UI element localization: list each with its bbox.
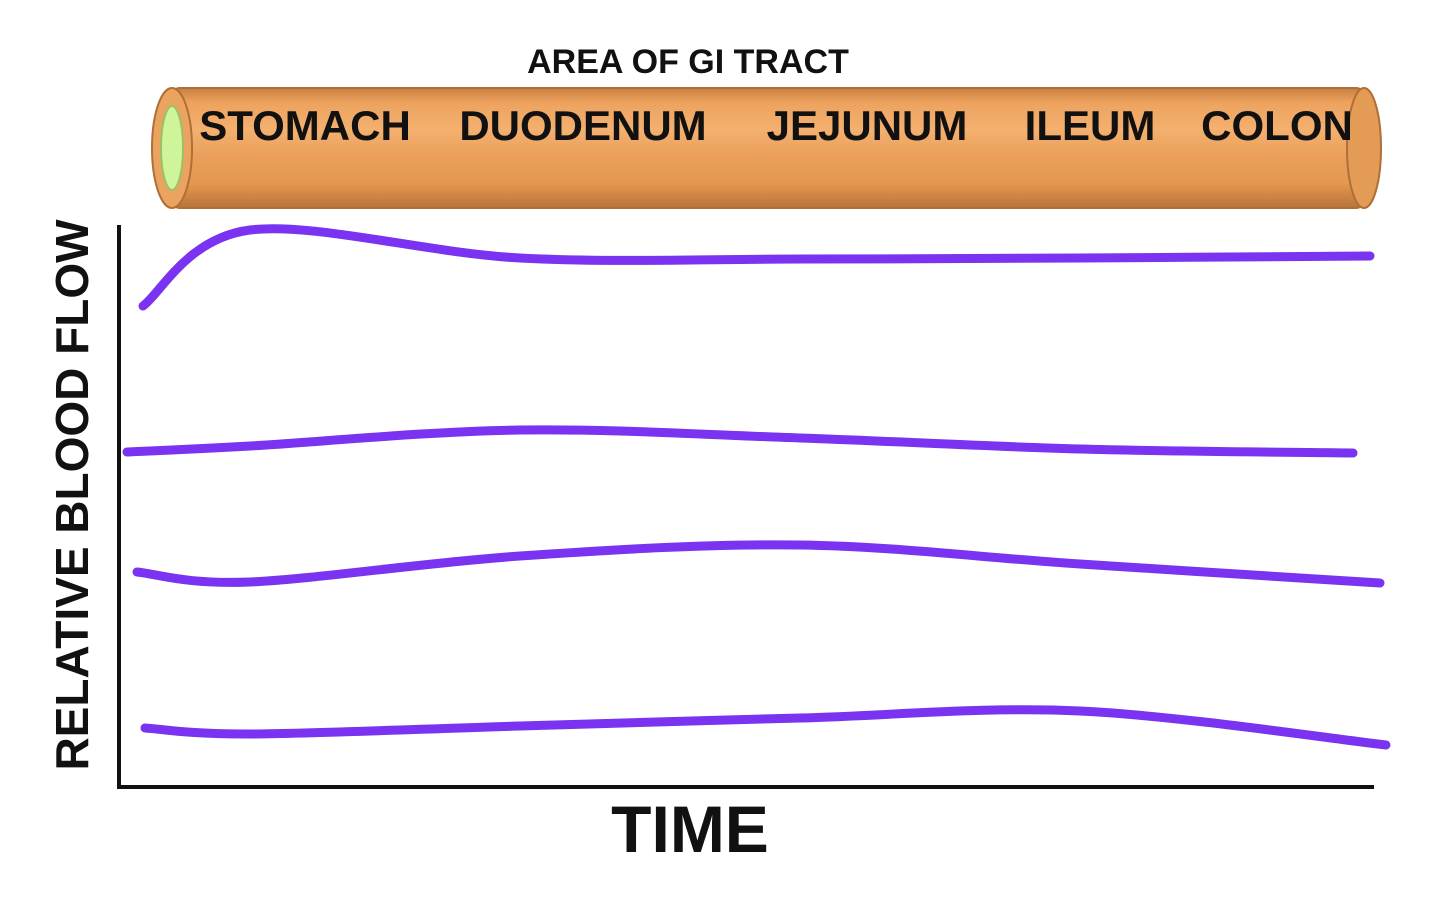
y-axis-label: RELATIVE BLOOD FLOW — [46, 219, 98, 771]
axes: RELATIVE BLOOD FLOW TIME — [46, 219, 1374, 866]
gi-tract-tube — [151, 87, 1382, 209]
segment-label-jejunum: JEJUNUM — [767, 102, 968, 149]
tube-end-cap-right — [1346, 87, 1382, 209]
segment-labels: STOMACH DUODENUM JEJUNUM ILEUM COLON — [199, 102, 1353, 149]
blood-flow-curve-2 — [122, 425, 1358, 458]
segment-label-ileum: ILEUM — [1025, 102, 1156, 149]
segment-label-colon: COLON — [1201, 102, 1353, 149]
blood-flow-curves — [122, 224, 1391, 750]
x-axis-label: TIME — [611, 792, 769, 866]
segment-label-duodenum: DUODENUM — [459, 102, 706, 149]
tube-lumen-icon — [160, 105, 184, 191]
blood-flow-curve-1 — [138, 224, 1375, 311]
blood-flow-curve-3 — [132, 540, 1385, 588]
blood-flow-curve-4 — [140, 705, 1391, 750]
segment-label-stomach: STOMACH — [199, 102, 411, 149]
diagram-title: AREA OF GI TRACT — [527, 43, 849, 81]
